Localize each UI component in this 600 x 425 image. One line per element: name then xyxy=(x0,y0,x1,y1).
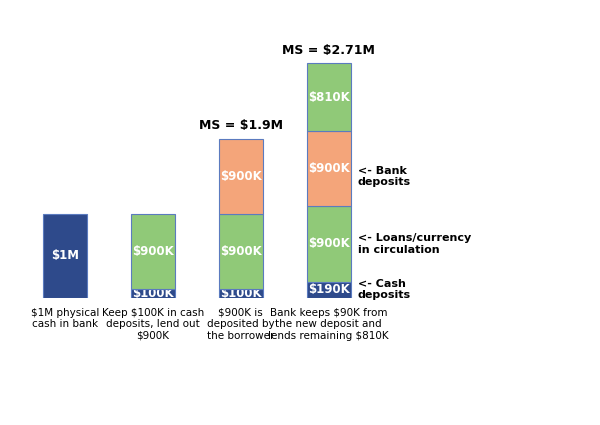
Text: $100K: $100K xyxy=(220,287,262,300)
Text: $900K: $900K xyxy=(132,245,173,258)
Text: $1M: $1M xyxy=(51,249,79,262)
Text: $1M physical
cash in bank: $1M physical cash in bank xyxy=(31,308,99,329)
Text: MS = $1.9M: MS = $1.9M xyxy=(199,119,283,132)
Text: <- Loans/currency
in circulation: <- Loans/currency in circulation xyxy=(358,233,471,255)
Text: <- Cash
deposits: <- Cash deposits xyxy=(358,279,411,300)
Bar xyxy=(307,282,351,298)
Bar xyxy=(131,289,175,297)
Text: $900K is
deposited by
the borrower: $900K is deposited by the borrower xyxy=(207,308,275,341)
Text: $100K: $100K xyxy=(132,287,173,300)
Bar xyxy=(307,206,351,282)
Bar xyxy=(43,214,87,298)
Text: MS = $2.71M: MS = $2.71M xyxy=(283,43,375,57)
Text: Keep $100K in cash
deposits, lend out
$900K: Keep $100K in cash deposits, lend out $9… xyxy=(101,308,204,341)
Bar xyxy=(219,289,263,297)
Text: $810K: $810K xyxy=(308,91,350,104)
Text: Bank keeps $90K from
the new deposit and
lends remaining $810K: Bank keeps $90K from the new deposit and… xyxy=(268,308,389,341)
Text: <- Bank
deposits: <- Bank deposits xyxy=(358,166,411,187)
Text: $190K: $190K xyxy=(308,283,350,296)
Text: $900K: $900K xyxy=(220,245,262,258)
Bar xyxy=(307,63,351,131)
Bar xyxy=(131,214,175,289)
Bar xyxy=(219,139,263,214)
Bar xyxy=(219,214,263,289)
Text: $900K: $900K xyxy=(308,162,350,175)
Bar xyxy=(307,131,351,206)
Text: $900K: $900K xyxy=(220,170,262,183)
Text: $900K: $900K xyxy=(308,238,350,250)
